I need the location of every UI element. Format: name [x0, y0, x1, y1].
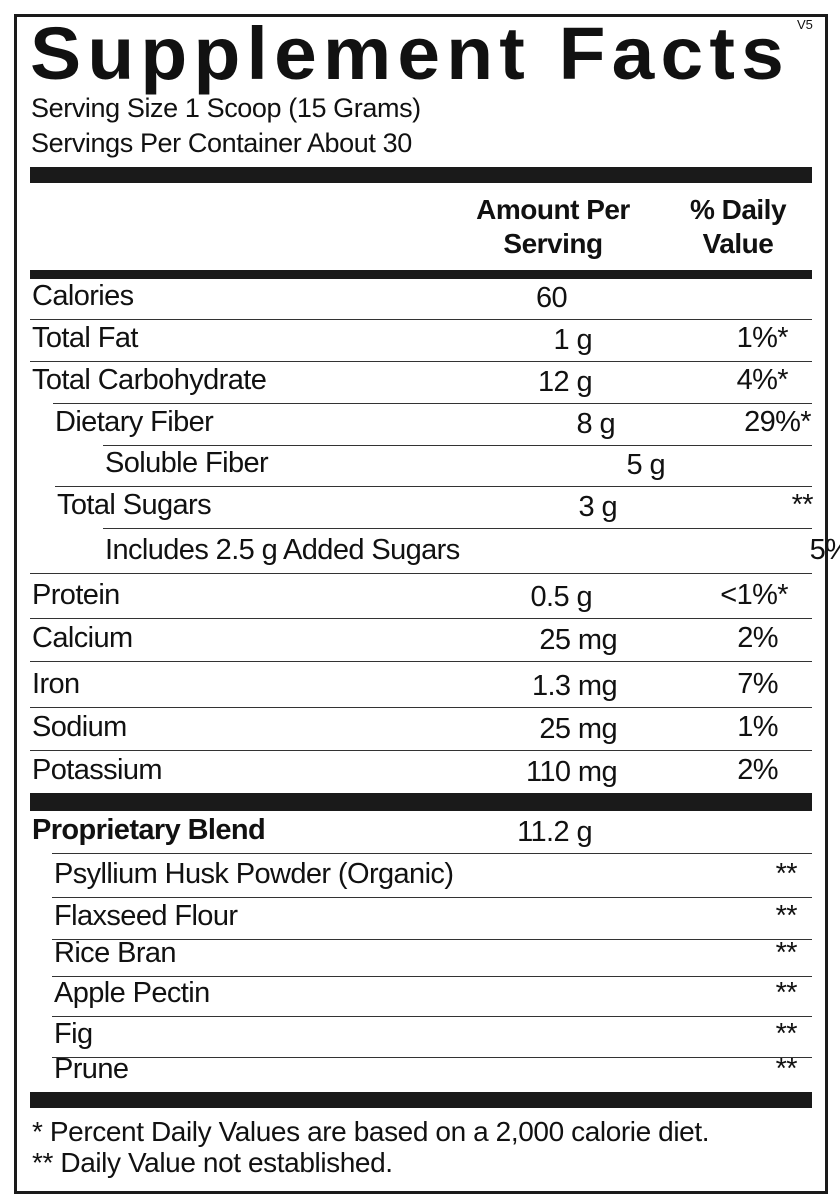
- daily-value: **: [775, 1018, 798, 1050]
- table-row: Calories 60: [30, 279, 812, 319]
- blend-table: Proprietary Blend 11.2 g Psyllium Husk Pow…: [30, 811, 812, 1092]
- nutrient-name: Includes 2.5 g Added Sugars: [105, 534, 460, 566]
- dv-header: % Daily Value: [668, 193, 808, 261]
- amount-per-serving: 1.3 mg: [531, 670, 618, 702]
- footnote-not-established: ** Daily Value not established.: [32, 1147, 393, 1178]
- table-row: Calcium 25 mg 2%: [30, 618, 812, 661]
- amount-header-line1: Amount Per: [476, 194, 630, 225]
- table-row: Potassium 110 mg 2%: [30, 750, 812, 793]
- serving-size: Serving Size 1 Scoop (15 Grams): [31, 93, 421, 123]
- daily-value: 7%: [737, 668, 778, 700]
- nutrient-name: Soluble Fiber: [105, 447, 269, 479]
- table-row: Prune **: [52, 1053, 812, 1092]
- nutrient-name: Psyllium Husk Powder (Organic): [54, 858, 454, 890]
- label-border: [14, 14, 828, 1194]
- version-code: V5: [797, 17, 813, 32]
- nutrient-name: Calcium: [32, 622, 133, 654]
- table-row: Total Sugars 3 g **: [55, 486, 814, 528]
- daily-value: **: [775, 858, 798, 890]
- table-row: Dietary Fiber 8 g 29%*: [53, 403, 812, 445]
- dv-header-line2: Value: [702, 228, 774, 259]
- daily-value: **: [775, 977, 798, 1009]
- daily-value: 29%*: [744, 406, 812, 438]
- nutrient-name: Total Carbohydrate: [32, 364, 267, 396]
- nutrient-name: Potassium: [32, 754, 163, 786]
- daily-value: 2%: [737, 622, 778, 654]
- nutrient-name: Calories: [32, 280, 134, 312]
- daily-value: **: [791, 489, 814, 521]
- nutrient-name: Total Sugars: [57, 489, 212, 521]
- amount-per-serving: 12 g: [537, 366, 593, 398]
- amount-per-serving: 5 g: [626, 449, 665, 481]
- table-row: Includes 2.5 g Added Sugars 5%*: [103, 528, 840, 573]
- table-row: Rice Bran **: [52, 937, 812, 976]
- daily-value: 1%: [737, 711, 778, 743]
- thick-divider: [30, 1092, 812, 1108]
- medium-divider: [30, 270, 812, 279]
- daily-value: 2%: [737, 754, 778, 786]
- nutrient-name: Fig: [54, 1018, 93, 1050]
- nutrient-name: Dietary Fiber: [55, 406, 214, 438]
- table-row: Protein 0.5 g <1%*: [30, 573, 812, 618]
- amount-per-serving: 1 g: [553, 324, 592, 356]
- table-row: Soluble Fiber 5 g: [103, 445, 812, 486]
- daily-value: 1%*: [736, 322, 789, 354]
- amount-header: Amount Per Serving: [443, 193, 663, 261]
- amount-per-serving: 60: [535, 282, 568, 314]
- daily-value: 4%*: [736, 364, 789, 396]
- table-row: Proprietary Blend 11.2 g: [30, 811, 812, 853]
- amount-per-serving: 110 mg: [526, 756, 618, 788]
- daily-value: **: [775, 900, 798, 932]
- table-row: Apple Pectin **: [52, 976, 812, 1016]
- nutrient-name: Iron: [32, 668, 80, 700]
- label-title: Supplement Facts: [30, 12, 791, 95]
- daily-value: <1%*: [720, 579, 788, 611]
- daily-value: 5%*: [809, 534, 840, 566]
- nutrient-table: Calories 60 Total Fat 1 g 1%* Total Carbohydr…: [30, 279, 840, 793]
- table-row: Flaxseed Flour **: [52, 897, 812, 939]
- daily-value: **: [775, 1053, 798, 1085]
- table-row: Psyllium Husk Powder (Organic) **: [52, 853, 812, 897]
- table-row: Total Carbohydrate 12 g 4%*: [30, 361, 812, 403]
- footnote-daily-values: * Percent Daily Values are based on a 2,…: [32, 1116, 710, 1147]
- nutrient-name: Protein: [32, 579, 120, 611]
- table-row: Sodium 25 mg 1%: [30, 707, 812, 750]
- nutrient-name: Proprietary Blend: [32, 814, 266, 846]
- nutrient-name: Sodium: [32, 711, 127, 743]
- table-row: Iron 1.3 mg 7%: [30, 661, 812, 707]
- nutrient-name: Prune: [54, 1053, 129, 1085]
- amount-per-serving: 11.2 g: [517, 816, 592, 848]
- amount-header-line2: Serving: [503, 228, 603, 259]
- nutrient-name: Apple Pectin: [54, 977, 210, 1009]
- thick-divider: [30, 793, 812, 811]
- nutrient-name: Flaxseed Flour: [54, 900, 238, 932]
- amount-per-serving: 8 g: [576, 408, 615, 440]
- daily-value: **: [775, 937, 798, 969]
- dv-header-line1: % Daily: [689, 194, 787, 225]
- amount-per-serving: 0.5 g: [530, 581, 593, 613]
- table-row: Total Fat 1 g 1%*: [30, 319, 812, 361]
- amount-per-serving: 3 g: [578, 491, 617, 523]
- thick-divider: [30, 167, 812, 183]
- table-row: Fig **: [52, 1016, 812, 1057]
- nutrient-name: Rice Bran: [54, 937, 177, 969]
- nutrient-name: Total Fat: [32, 322, 138, 354]
- amount-per-serving: 25 mg: [539, 713, 617, 745]
- amount-per-serving: 25 mg: [539, 624, 617, 656]
- servings-per-container: Servings Per Container About 30: [31, 128, 412, 158]
